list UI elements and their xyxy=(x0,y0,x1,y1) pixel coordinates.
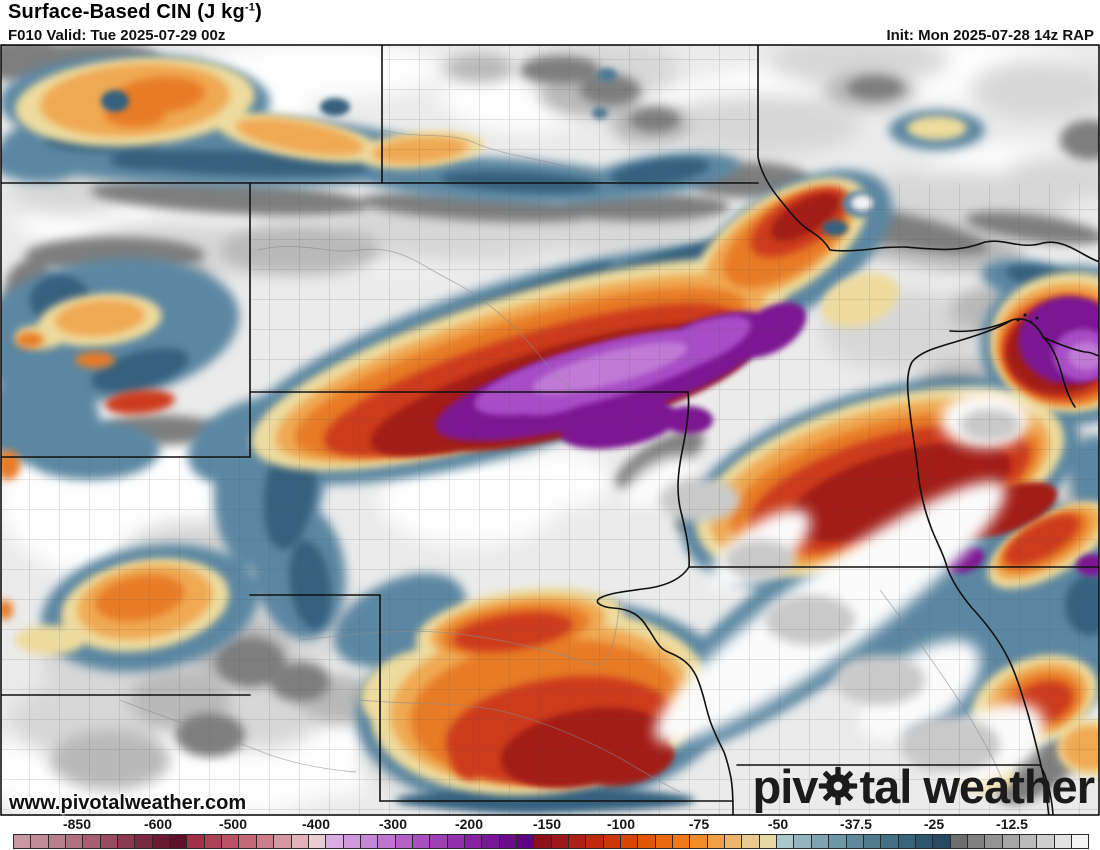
colorbar-tick: -12.5 xyxy=(996,816,1028,832)
colorbar-cell xyxy=(325,835,343,848)
colorbar-cell xyxy=(862,835,881,848)
colorbar-cell xyxy=(897,835,915,848)
state-borders xyxy=(1,45,1099,815)
colorbar-cell xyxy=(117,835,135,848)
page-title: Surface-Based CIN (J kg-1) xyxy=(8,1,262,23)
colorbar-cell xyxy=(359,835,378,848)
colorbar-cell xyxy=(620,835,638,848)
colorbar-cell xyxy=(307,835,326,848)
colorbar-cell xyxy=(880,835,898,848)
gear-icon xyxy=(818,766,858,813)
colorbar-cell xyxy=(255,835,274,848)
colorbar-cell xyxy=(828,835,846,848)
colorbar-cell xyxy=(793,835,811,848)
colorbar-cell xyxy=(706,835,725,848)
colorbar-tick: -50 xyxy=(767,816,789,832)
colorbar-cell xyxy=(203,835,222,848)
colorbar-tick: -37.5 xyxy=(840,816,872,832)
colorbar-cell xyxy=(637,835,655,848)
brand-watermark: piv tal weather xyxy=(752,760,1095,813)
colorbar-cell xyxy=(30,835,48,848)
colorbar-tick: -75 xyxy=(688,816,710,832)
colorbar-cell xyxy=(914,835,933,848)
colorbar-tick: -150 xyxy=(532,816,562,832)
colorbar-cell xyxy=(446,835,464,848)
colorbar-tick-labels: -850 -600 -500 -400 -300 -200 -150 -100 -75 -50 -3… xyxy=(0,816,1100,833)
colorbar-cell xyxy=(377,835,395,848)
colorbar-cell xyxy=(134,835,152,848)
colorbar-cell xyxy=(966,835,985,848)
colorbar-cell xyxy=(1018,835,1037,848)
colorbar-cell xyxy=(585,835,603,848)
colorbar-cell xyxy=(568,835,586,848)
colorbar-cell xyxy=(463,835,482,848)
colorbar-tick: -850 xyxy=(62,816,92,832)
colorbar-cell xyxy=(758,835,777,848)
colorbar-cell xyxy=(186,835,204,848)
colorbar-cell xyxy=(99,835,118,848)
colorbar-cell xyxy=(1053,835,1071,848)
colorbar-cell xyxy=(1036,835,1054,848)
colorbar-tick: -300 xyxy=(378,816,408,832)
colorbar-cell xyxy=(221,835,239,848)
colorbar-cell xyxy=(82,835,100,848)
colorbar-cell xyxy=(481,835,499,848)
colorbar-cell xyxy=(550,835,568,848)
colorbar-cell xyxy=(776,835,794,848)
colorbar-cell xyxy=(342,835,360,848)
colorbar-cell xyxy=(845,835,863,848)
colorbar-cell xyxy=(984,835,1002,848)
colorbar-tick: -100 xyxy=(606,816,636,832)
colorbar-cell xyxy=(689,835,707,848)
colorbar-cell xyxy=(724,835,742,848)
colorbar-tick: -600 xyxy=(143,816,173,832)
colorbar-tick: -400 xyxy=(301,816,331,832)
colorbar-cell xyxy=(741,835,759,848)
colorbar-cell xyxy=(151,835,170,848)
colorbar-cell xyxy=(533,835,551,848)
colorbar-cell xyxy=(1070,835,1089,848)
colorbar-cell xyxy=(394,835,412,848)
colorbar-tick: -25 xyxy=(923,816,945,832)
colorbar-cell xyxy=(498,835,516,848)
colorbar-cell xyxy=(932,835,950,848)
colorbar-cell xyxy=(273,835,291,848)
colorbar-cell xyxy=(429,835,447,848)
county-lines xyxy=(1,45,1099,815)
colorbar-cell xyxy=(65,835,83,848)
river-lines xyxy=(119,129,1011,801)
colorbar-cell xyxy=(411,835,430,848)
colorbar-cell xyxy=(810,835,829,848)
colorbar-cell xyxy=(672,835,690,848)
map-frame xyxy=(0,44,1100,816)
colorbar xyxy=(13,834,1089,849)
colorbar-cell xyxy=(290,835,308,848)
colorbar-cell xyxy=(14,835,31,848)
colorbar-cell xyxy=(169,835,187,848)
init-time-label: Init: Mon 2025-07-28 14z RAP xyxy=(886,27,1094,44)
colorbar-cell xyxy=(515,835,534,848)
colorbar-cell xyxy=(47,835,66,848)
url-watermark: www.pivotalweather.com xyxy=(9,792,247,814)
valid-time-label: F010 Valid: Tue 2025-07-29 00z xyxy=(8,27,226,44)
colorbar-tick: -500 xyxy=(218,816,248,832)
colorbar-cell xyxy=(949,835,967,848)
colorbar-tick: -200 xyxy=(454,816,484,832)
colorbar-cell xyxy=(1001,835,1019,848)
colorbar-cell xyxy=(238,835,256,848)
colorbar-cell xyxy=(654,835,673,848)
colorbar-cell xyxy=(602,835,621,848)
